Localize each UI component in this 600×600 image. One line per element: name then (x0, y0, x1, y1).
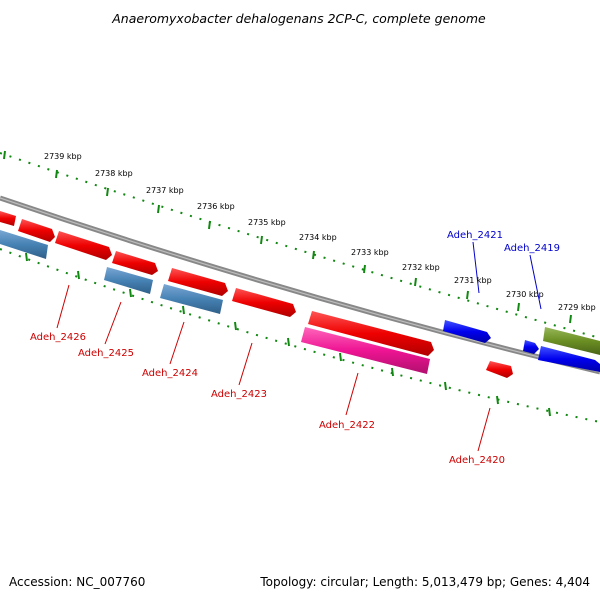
inner-major-ticks (25, 252, 551, 417)
scale-label: 2731 kbp (454, 276, 492, 285)
gene-label-adeh-2424[interactable]: Adeh_2424 (142, 368, 198, 379)
gene-label-adeh-2425[interactable]: Adeh_2425 (78, 348, 134, 359)
outer-major-ticks (3, 150, 572, 324)
map-title: Anaeromyxobacter dehalogenans 2CP-C, com… (111, 11, 486, 26)
genome-summary-text: Topology: circular; Length: 5,013,479 bp… (259, 575, 590, 589)
feature-adeh-2422[interactable] (308, 311, 434, 356)
feature-adeh-2419[interactable] (523, 340, 539, 354)
scale-label: 2735 kbp (248, 218, 286, 227)
feature-steel-mid[interactable] (104, 267, 153, 294)
feature-olive-right[interactable] (543, 327, 600, 355)
feature-adeh-2423[interactable] (232, 288, 296, 317)
gene-label-adeh-2420[interactable]: Adeh_2420 (449, 455, 505, 466)
genome-backbone (0, 195, 600, 375)
scale-label: 2730 kbp (506, 290, 544, 299)
red-leader-lines (56, 284, 491, 452)
feature-magenta[interactable] (301, 327, 430, 374)
feature-adeh-2425[interactable] (112, 251, 158, 275)
feature-adeh-2420[interactable] (486, 361, 513, 378)
scale-label: 2732 kbp (402, 263, 440, 272)
gene-label-adeh-2421[interactable]: Adeh_2421 (447, 230, 503, 241)
gene-label-adeh-2422[interactable]: Adeh_2422 (319, 420, 375, 431)
scale-labels: 2739 kbp 2738 kbp 2737 kbp 2736 kbp 2735… (44, 152, 596, 312)
scale-label: 2736 kbp (197, 202, 235, 211)
accession-text: Accession: NC_007760 (9, 575, 145, 589)
feature-steel-right[interactable] (160, 284, 223, 314)
scale-label: 2734 kbp (299, 233, 337, 242)
gene-label-adeh-2426[interactable]: Adeh_2426 (30, 332, 86, 343)
gene-labels: Adeh_2426 Adeh_2425 Adeh_2424 Adeh_2423 … (30, 230, 560, 466)
scale-label: 2738 kbp (95, 169, 133, 178)
feature-red-left[interactable] (18, 219, 55, 242)
blue-leader-lines (472, 241, 542, 310)
genome-backbone-highlight (0, 197, 600, 373)
feature-adeh-2421[interactable] (443, 320, 491, 343)
scale-label: 2733 kbp (351, 248, 389, 257)
feature-red-edge[interactable] (0, 211, 16, 226)
scale-label: 2739 kbp (44, 152, 82, 161)
scale-label: 2729 kbp (558, 303, 596, 312)
gene-label-adeh-2419[interactable]: Adeh_2419 (504, 243, 560, 254)
feature-adeh-2426[interactable] (55, 231, 112, 260)
inner-scale-dots (0, 248, 600, 423)
scale-label: 2737 kbp (146, 186, 184, 195)
feature-adeh-2424[interactable] (168, 268, 228, 296)
feature-blue-inner[interactable] (538, 346, 600, 372)
feature-steel-left[interactable] (0, 230, 48, 259)
gene-label-adeh-2423[interactable]: Adeh_2423 (211, 389, 267, 400)
